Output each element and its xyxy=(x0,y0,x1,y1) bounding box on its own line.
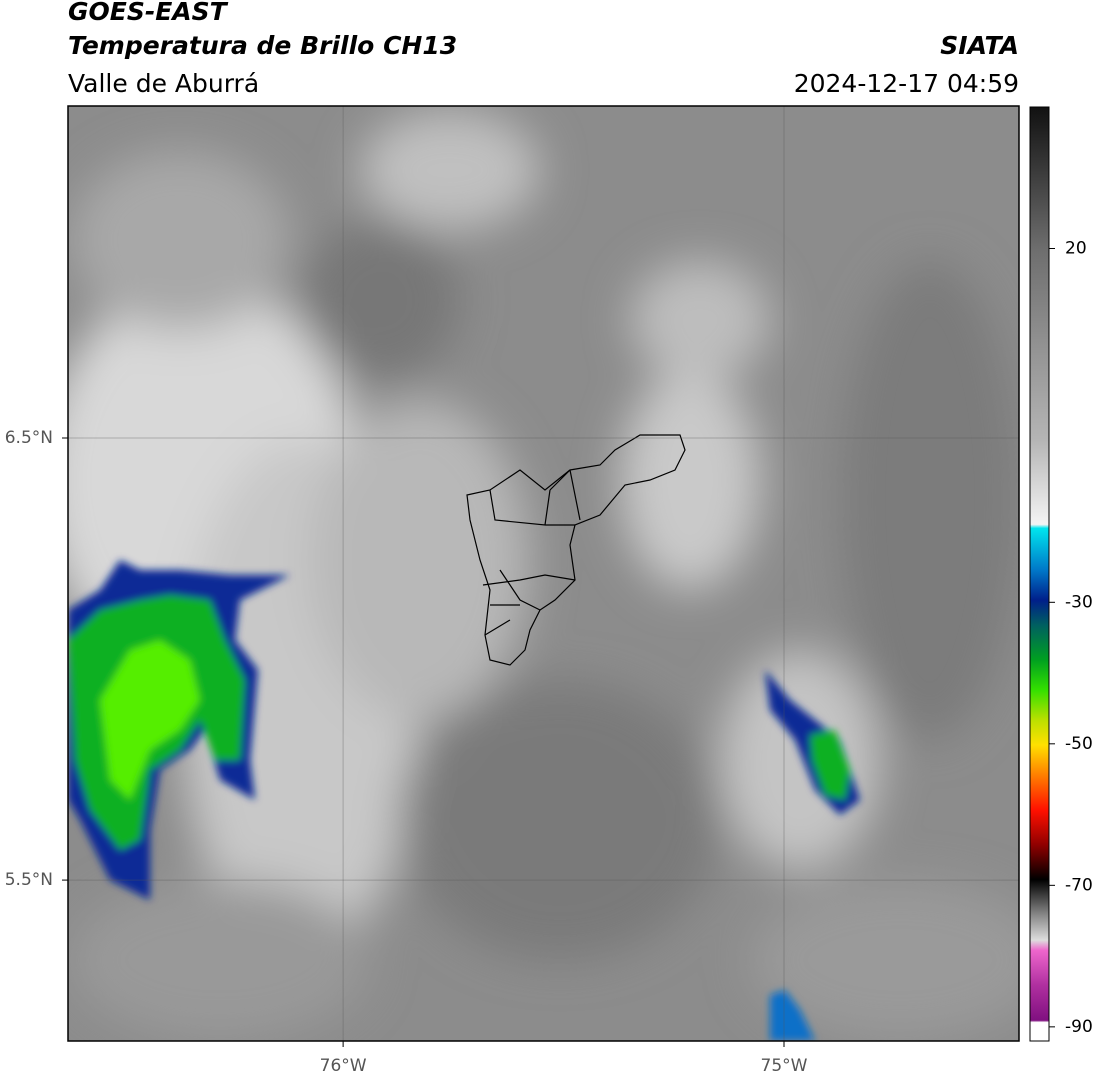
colorbar-tick-label: -30 xyxy=(1065,592,1093,612)
graticule xyxy=(68,106,1019,1041)
title: GOES-EAST xyxy=(68,0,229,26)
colorbar xyxy=(1029,106,1050,1042)
source: SIATA xyxy=(940,31,1019,60)
colorbar-tick-label: -70 xyxy=(1065,875,1093,895)
map-frame xyxy=(67,105,1020,1042)
subtitle: Temperatura de Brillo CH13 xyxy=(68,31,457,60)
region: Valle de Aburrá xyxy=(68,69,259,98)
satellite-image xyxy=(68,106,1019,1041)
x-tick-label: 75°W xyxy=(761,1056,808,1076)
colorbar-tick-label: -90 xyxy=(1065,1017,1093,1037)
datetime: 2024-12-17 04:59 xyxy=(794,69,1019,98)
colorbar-tick-label: -50 xyxy=(1065,734,1093,754)
colorbar-tick-label: 20 xyxy=(1065,239,1087,259)
y-tick-label: 6.5°N xyxy=(5,428,53,448)
x-tick-label: 76°W xyxy=(320,1056,367,1076)
y-tick-label: 5.5°N xyxy=(5,870,53,890)
